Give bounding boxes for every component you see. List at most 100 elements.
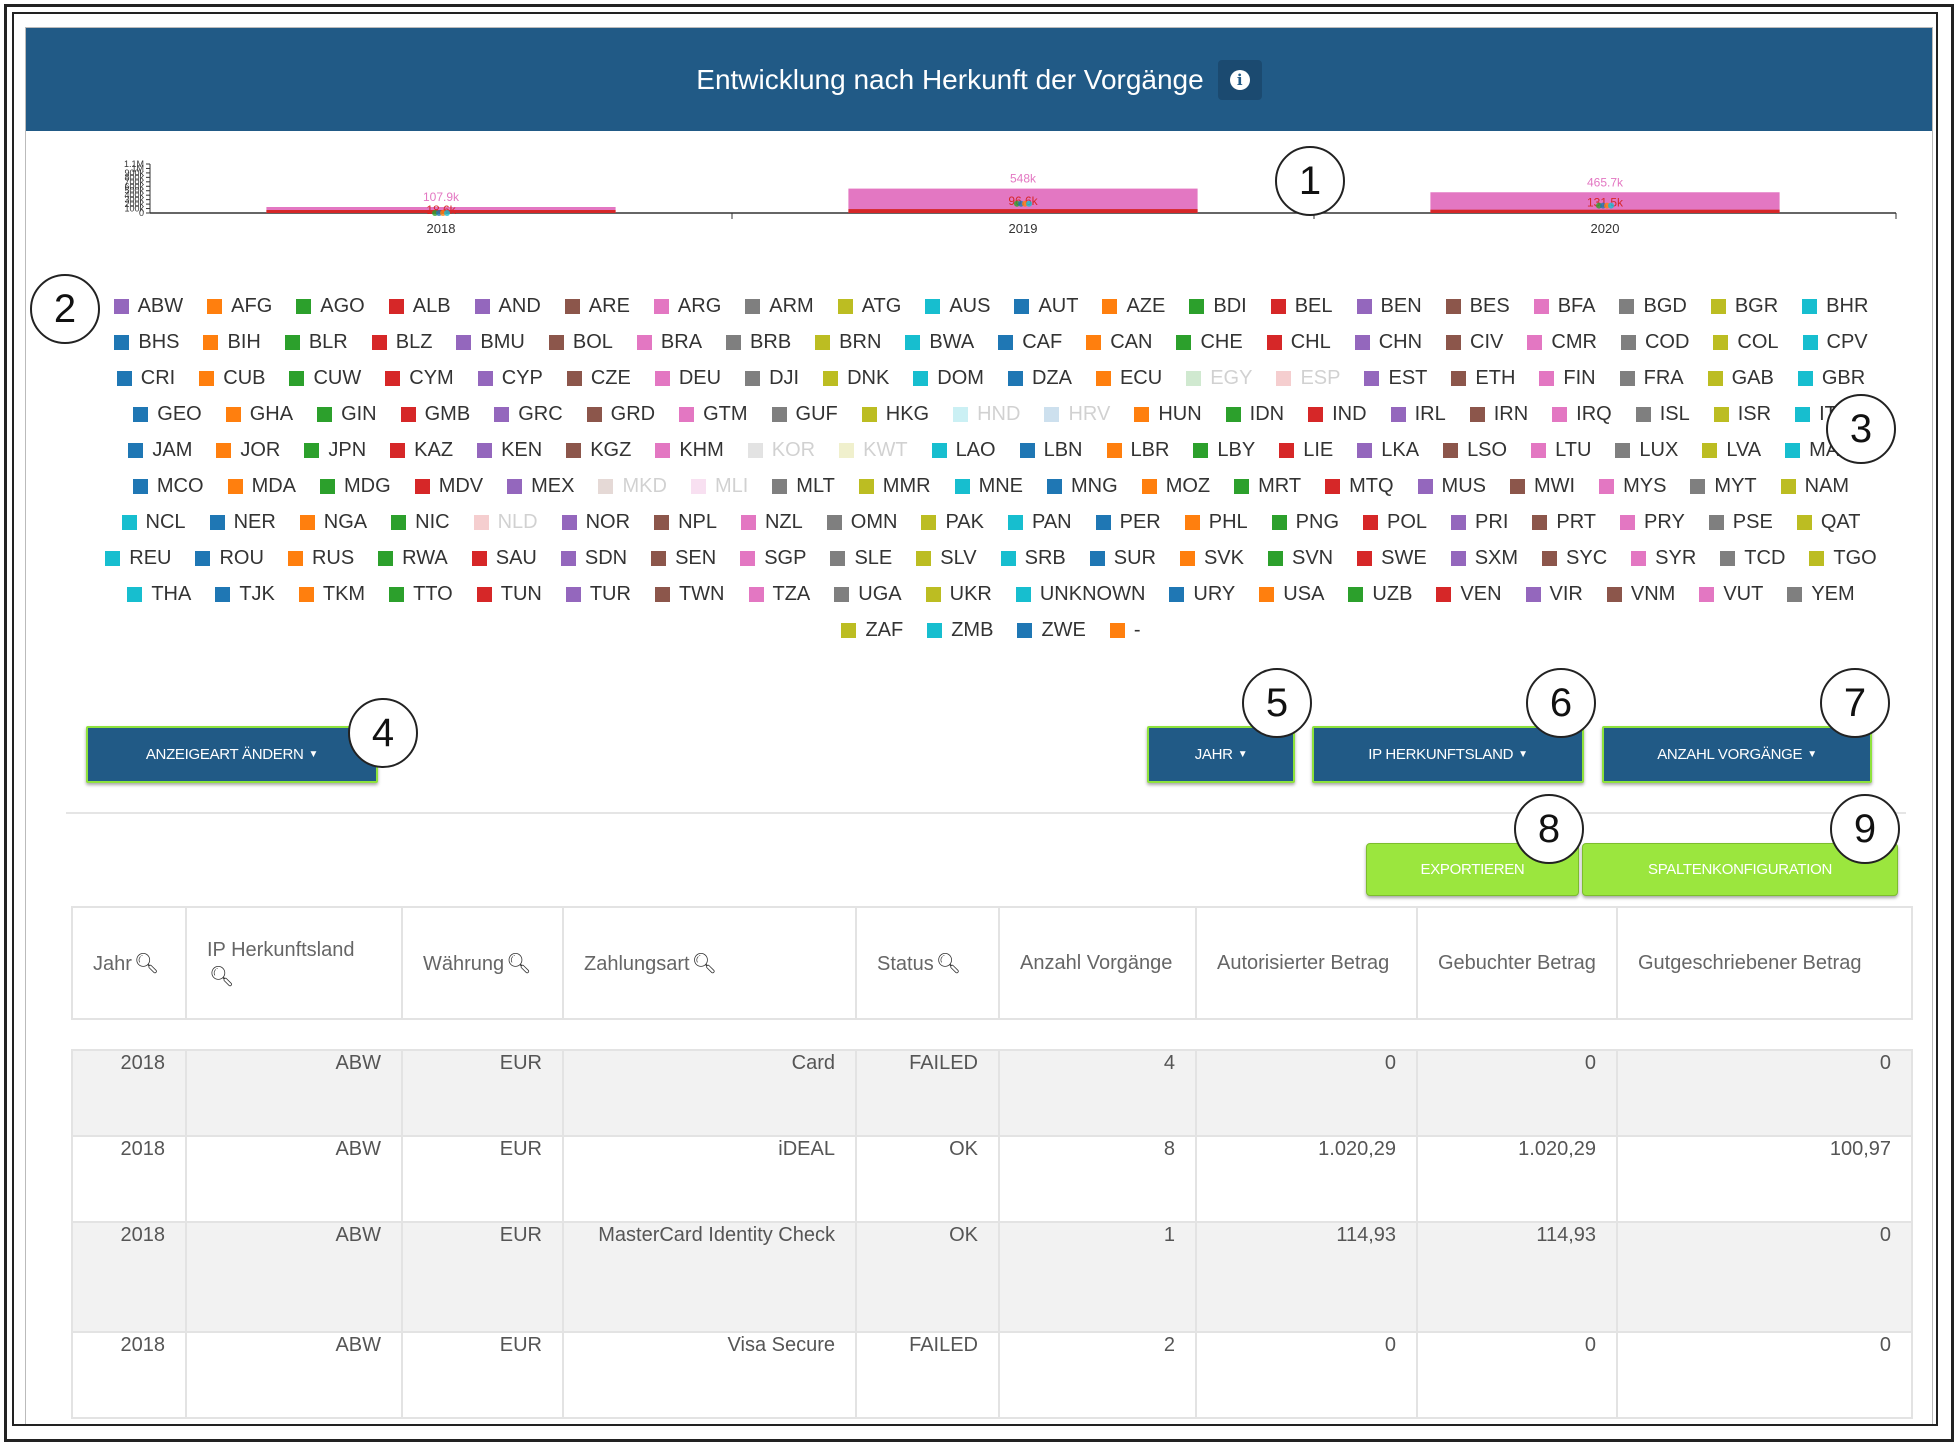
legend-item[interactable]: AFG — [207, 293, 272, 320]
legend-item[interactable]: PAN — [1007, 509, 1072, 536]
legend-item[interactable]: CHL — [1266, 329, 1331, 356]
legend-item[interactable]: POL — [1363, 509, 1427, 536]
legend-item[interactable]: AGO — [296, 293, 365, 320]
column-header[interactable]: Status 🔍︎ — [855, 906, 1000, 1020]
legend-item[interactable]: MWI — [1509, 473, 1575, 500]
legend-item[interactable]: CIV — [1446, 329, 1503, 356]
legend-item[interactable]: UKR — [925, 581, 992, 608]
legend-item[interactable]: MNG — [1047, 473, 1118, 500]
legend-item[interactable]: VIR — [1525, 581, 1583, 608]
legend-item[interactable]: ARG — [653, 293, 721, 320]
table-row[interactable]: 2018 ABW EUR Card FAILED 4 0 0 0 — [71, 1049, 1913, 1137]
legend-item[interactable]: KOR — [747, 437, 815, 464]
legend-item[interactable]: LBY — [1193, 437, 1255, 464]
legend-item[interactable]: LIE — [1279, 437, 1333, 464]
table-row[interactable]: 2018 ABW EUR MasterCard Identity Check OK 1 11… — [71, 1221, 1913, 1333]
legend-item[interactable]: SYR — [1631, 545, 1696, 572]
legend-item[interactable]: EST — [1364, 365, 1427, 392]
legend-item[interactable]: DNK — [823, 365, 889, 392]
legend-item[interactable]: CZE — [566, 365, 631, 392]
legend-item[interactable]: MCO — [132, 473, 204, 500]
legend-item[interactable]: HUN — [1134, 401, 1202, 428]
legend-item[interactable]: UNKNOWN — [1015, 581, 1145, 608]
legend-item[interactable]: BMU — [456, 329, 525, 356]
legend-item[interactable]: MYS — [1599, 473, 1666, 500]
count-dropdown-button[interactable]: ANZAHL VORGÄNGE ▼ — [1602, 726, 1872, 783]
legend-item[interactable]: PSE — [1708, 509, 1773, 536]
legend-item[interactable]: SDN — [560, 545, 627, 572]
legend-item[interactable]: JOR — [216, 437, 280, 464]
legend-item[interactable]: CYP — [477, 365, 543, 392]
column-header[interactable]: IP Herkunftsland🔍︎ — [185, 906, 403, 1020]
search-icon[interactable]: 🔍︎ — [935, 950, 962, 975]
legend-item[interactable]: AND — [474, 293, 541, 320]
legend-item[interactable]: ISR — [1713, 401, 1771, 428]
legend-item[interactable]: VUT — [1699, 581, 1763, 608]
legend-item[interactable]: TUN — [476, 581, 542, 608]
legend-item[interactable]: ZMB — [927, 617, 993, 644]
legend-item[interactable]: BWA — [905, 329, 974, 356]
legend-item[interactable]: TJK — [215, 581, 275, 608]
legend-item[interactable]: SRB — [1000, 545, 1066, 572]
legend-item[interactable]: TWN — [654, 581, 725, 608]
legend-item[interactable]: GRC — [494, 401, 563, 428]
column-header[interactable]: Währung 🔍︎ — [401, 906, 564, 1020]
legend-item[interactable]: TUR — [565, 581, 631, 608]
legend-item[interactable]: - — [1109, 617, 1141, 644]
legend-item[interactable]: CYM — [385, 365, 454, 392]
search-icon[interactable]: 🔍︎ — [691, 950, 718, 975]
legend-item[interactable]: IRL — [1390, 401, 1446, 428]
legend-item[interactable]: CUW — [289, 365, 361, 392]
legend-item[interactable]: BLZ — [371, 329, 432, 356]
legend-item[interactable]: TCD — [1720, 545, 1785, 572]
column-header[interactable]: Gutgeschriebener Betrag — [1616, 906, 1913, 1020]
legend-item[interactable]: RWA — [378, 545, 448, 572]
legend-item[interactable]: SVK — [1179, 545, 1244, 572]
legend-item[interactable]: COD — [1620, 329, 1689, 356]
search-icon[interactable]: 🔍︎ — [209, 963, 235, 988]
country-dropdown-button[interactable]: IP HERKUNFTSLAND ▼ — [1312, 726, 1584, 783]
legend-item[interactable]: CHN — [1354, 329, 1422, 356]
legend-item[interactable]: MTQ — [1325, 473, 1394, 500]
legend-item[interactable]: HRV — [1044, 401, 1110, 428]
legend-item[interactable]: BOL — [548, 329, 613, 356]
legend-item[interactable]: PRY — [1620, 509, 1685, 536]
legend-item[interactable]: SXM — [1450, 545, 1518, 572]
legend-item[interactable]: PRI — [1451, 509, 1508, 536]
legend-item[interactable]: LTU — [1531, 437, 1591, 464]
legend-item[interactable]: NER — [209, 509, 276, 536]
legend-item[interactable]: IRN — [1469, 401, 1528, 428]
legend-item[interactable]: ATG — [837, 293, 901, 320]
legend-item[interactable]: BDI — [1189, 293, 1247, 320]
legend-item[interactable]: BGD — [1619, 293, 1687, 320]
legend-item[interactable]: TTO — [389, 581, 453, 608]
legend-item[interactable]: LAO — [931, 437, 996, 464]
legend-item[interactable]: ROU — [195, 545, 264, 572]
legend-item[interactable]: KEN — [477, 437, 542, 464]
legend-item[interactable]: YEM — [1787, 581, 1855, 608]
legend-item[interactable]: GMB — [400, 401, 470, 428]
legend-item[interactable]: PRT — [1532, 509, 1596, 536]
legend-item[interactable]: NGA — [299, 509, 367, 536]
legend-item[interactable]: OMN — [826, 509, 897, 536]
legend-item[interactable]: COL — [1713, 329, 1779, 356]
search-icon[interactable]: 🔍︎ — [133, 950, 160, 975]
info-button[interactable]: i — [1217, 59, 1262, 100]
legend-item[interactable]: TGO — [1809, 545, 1877, 572]
legend-item[interactable]: PNG — [1271, 509, 1339, 536]
legend-item[interactable]: BEL — [1270, 293, 1333, 320]
legend-item[interactable]: JPN — [304, 437, 366, 464]
legend-item[interactable]: GRD — [586, 401, 655, 428]
legend-item[interactable]: LVA — [1702, 437, 1761, 464]
legend-item[interactable]: KAZ — [390, 437, 453, 464]
legend-item[interactable]: IDN — [1225, 401, 1284, 428]
legend-item[interactable]: PHL — [1184, 509, 1248, 536]
legend-item[interactable]: BHS — [114, 329, 179, 356]
legend-item[interactable]: CPV — [1802, 329, 1868, 356]
legend-item[interactable]: LKA — [1357, 437, 1419, 464]
legend-item[interactable]: REU — [105, 545, 171, 572]
search-icon[interactable]: 🔍︎ — [506, 950, 532, 975]
legend-item[interactable]: VNM — [1606, 581, 1675, 608]
legend-item[interactable]: ZWE — [1017, 617, 1086, 644]
legend-item[interactable]: FIN — [1539, 365, 1596, 392]
